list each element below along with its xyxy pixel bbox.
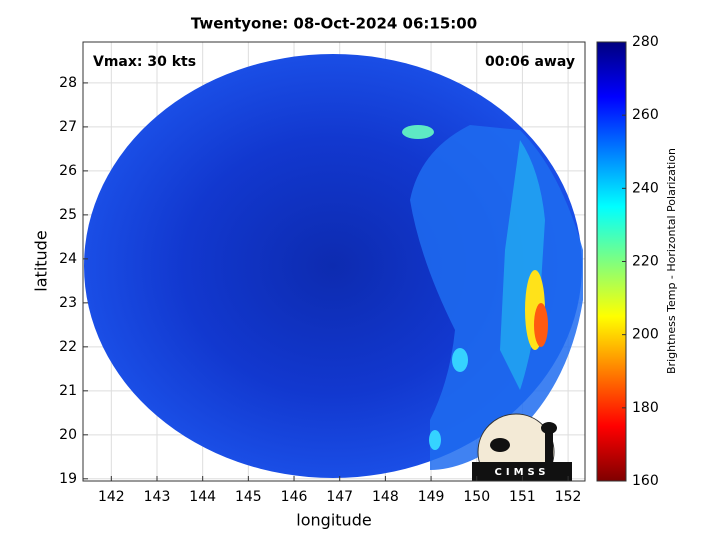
y-tick-label: 19 [59, 471, 77, 487]
colorbar-tick-label: 280 [632, 34, 659, 50]
annotation: Vmax: 30 kts [93, 54, 196, 70]
y-axis-label: latitude [32, 230, 51, 291]
x-tick-label: 145 [235, 489, 262, 505]
y-tick-label: 21 [59, 383, 77, 399]
y-tick-label: 20 [59, 427, 77, 443]
y-tick-label: 27 [59, 119, 77, 135]
x-tick-label: 149 [418, 489, 445, 505]
x-tick-label: 147 [326, 489, 353, 505]
y-tick-label: 26 [59, 163, 77, 179]
colorbar-tick-label: 180 [632, 400, 659, 416]
cimss-logo: CIMSS [472, 413, 572, 481]
plot-area: CIMSS [83, 42, 585, 481]
x-tick-label: 146 [281, 489, 308, 505]
logo-text: CIMSS [495, 467, 550, 478]
plot-frame [82, 41, 586, 482]
x-tick-label: 150 [463, 489, 490, 505]
y-tick-label: 22 [59, 339, 77, 355]
colorbar-tick-label: 260 [632, 107, 659, 123]
y-tick-label: 25 [59, 207, 77, 223]
colorbar [596, 41, 627, 482]
colorbar-tick-label: 220 [632, 254, 659, 270]
annotation: 00:06 away [485, 54, 575, 70]
colorbar-label: Brightness Temp - Horizontal Polarizatio… [665, 148, 678, 374]
x-tick-label: 152 [555, 489, 582, 505]
x-tick-label: 142 [98, 489, 125, 505]
y-tick-label: 24 [59, 251, 77, 267]
x-tick-label: 144 [189, 489, 216, 505]
y-tick-label: 28 [59, 75, 77, 91]
x-axis-label: longitude [296, 511, 371, 530]
colorbar-tick-label: 200 [632, 327, 659, 343]
x-tick-label: 148 [372, 489, 399, 505]
colorbar-tick-label: 240 [632, 180, 659, 196]
x-tick-label: 151 [509, 489, 536, 505]
colorbar-tick-label: 160 [632, 473, 659, 489]
brightness-image [84, 54, 583, 478]
chart-title: Twentyone: 08-Oct-2024 06:15:00 [191, 15, 477, 33]
y-tick-label: 23 [59, 295, 77, 311]
x-tick-label: 143 [144, 489, 171, 505]
